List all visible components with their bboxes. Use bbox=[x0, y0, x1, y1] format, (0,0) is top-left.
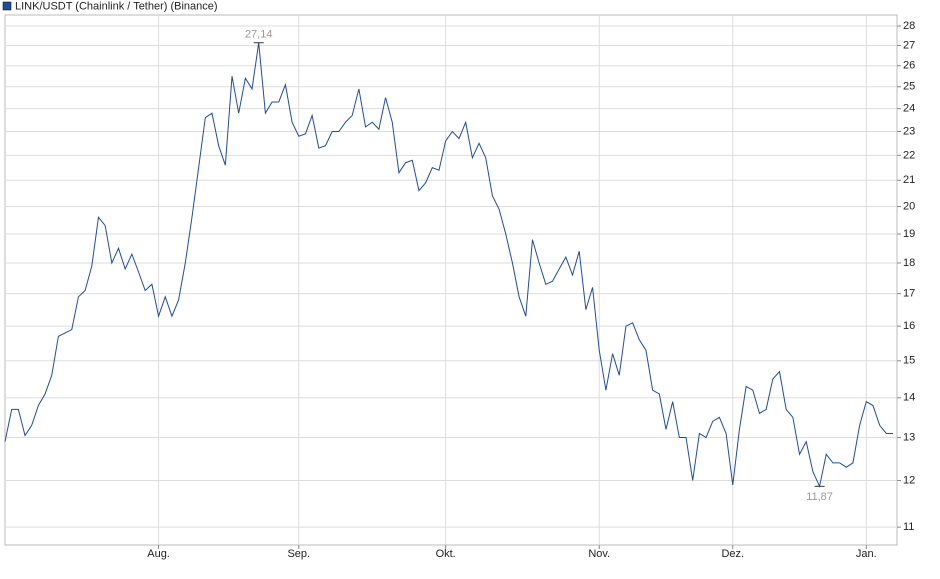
y-tick-label: 15 bbox=[903, 355, 915, 367]
x-tick-label: Dez. bbox=[721, 548, 744, 560]
legend-label: LINK/USDT (Chainlink / Tether) (Binance) bbox=[15, 0, 218, 12]
y-tick-label: 19 bbox=[903, 228, 915, 240]
x-tick-label: Okt. bbox=[436, 548, 456, 560]
value-label: 11,87 bbox=[806, 491, 833, 503]
y-tick-label: 22 bbox=[903, 149, 915, 161]
x-tick-label: Jan. bbox=[856, 548, 877, 560]
plot-area bbox=[4, 14, 898, 546]
y-tick-label: 13 bbox=[903, 431, 915, 443]
x-tick-label: Sep. bbox=[287, 548, 310, 560]
y-tick-label: 27 bbox=[903, 39, 915, 51]
y-tick-label: 12 bbox=[903, 474, 915, 486]
x-tick-label: Aug. bbox=[147, 548, 170, 560]
y-tick-label: 18 bbox=[903, 257, 915, 269]
x-tick-label: Nov. bbox=[588, 548, 610, 560]
line bbox=[4, 42, 893, 488]
y-tick-label: 11 bbox=[903, 521, 914, 533]
y-tick-label: 16 bbox=[903, 320, 915, 332]
y-tick-label: 14 bbox=[903, 392, 915, 404]
y-tick-label: 23 bbox=[903, 125, 915, 137]
y-tick-label: 24 bbox=[903, 103, 915, 115]
y-tick-label: 17 bbox=[903, 288, 915, 300]
y-tick-label: 28 bbox=[903, 20, 915, 32]
legend-swatch bbox=[2, 1, 12, 11]
y-tick-label: 20 bbox=[903, 200, 915, 212]
y-tick-label: 25 bbox=[903, 81, 915, 93]
y-tick-label: 26 bbox=[903, 60, 915, 72]
value-label: 27,14 bbox=[245, 29, 273, 41]
y-tick-label: 21 bbox=[903, 174, 915, 186]
